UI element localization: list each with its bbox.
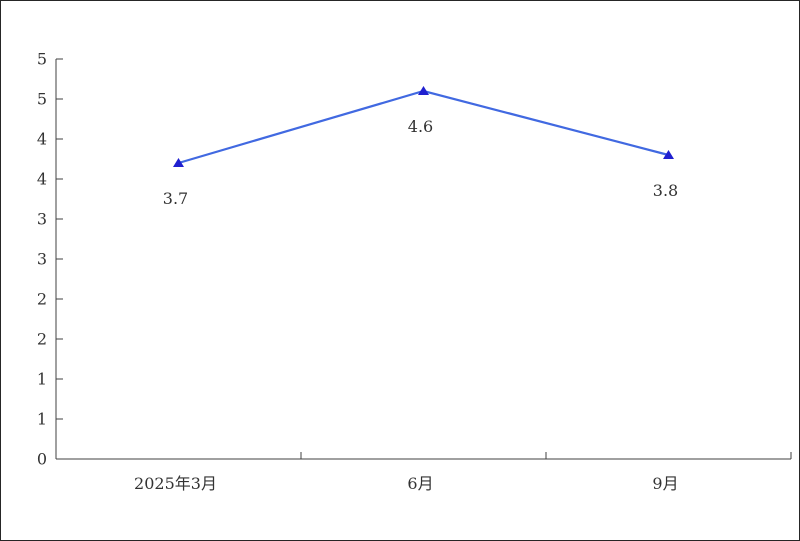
data-label: 3.8 [653,181,678,200]
y-tick-label: 2 [37,330,47,349]
y-tick-label: 5 [37,50,47,69]
y-tick-label: 4 [37,130,47,149]
data-point-marker [663,150,674,159]
y-tick-label: 5 [37,90,47,109]
y-tick-label: 2 [37,290,47,309]
y-tick-label: 0 [37,450,47,469]
x-tick-label: 6月 [407,474,433,493]
y-tick-label: 1 [37,370,47,389]
data-point-marker [173,158,184,167]
data-point-marker [418,86,429,95]
data-label: 3.7 [163,189,188,208]
y-tick-label: 3 [37,250,47,269]
x-tick-label: 2025年3月 [134,474,217,493]
data-label: 4.6 [408,117,433,136]
y-tick-label: 3 [37,210,47,229]
x-tick-label: 9月 [652,474,678,493]
y-tick-label: 1 [37,410,47,429]
y-tick-label: 4 [37,170,47,189]
